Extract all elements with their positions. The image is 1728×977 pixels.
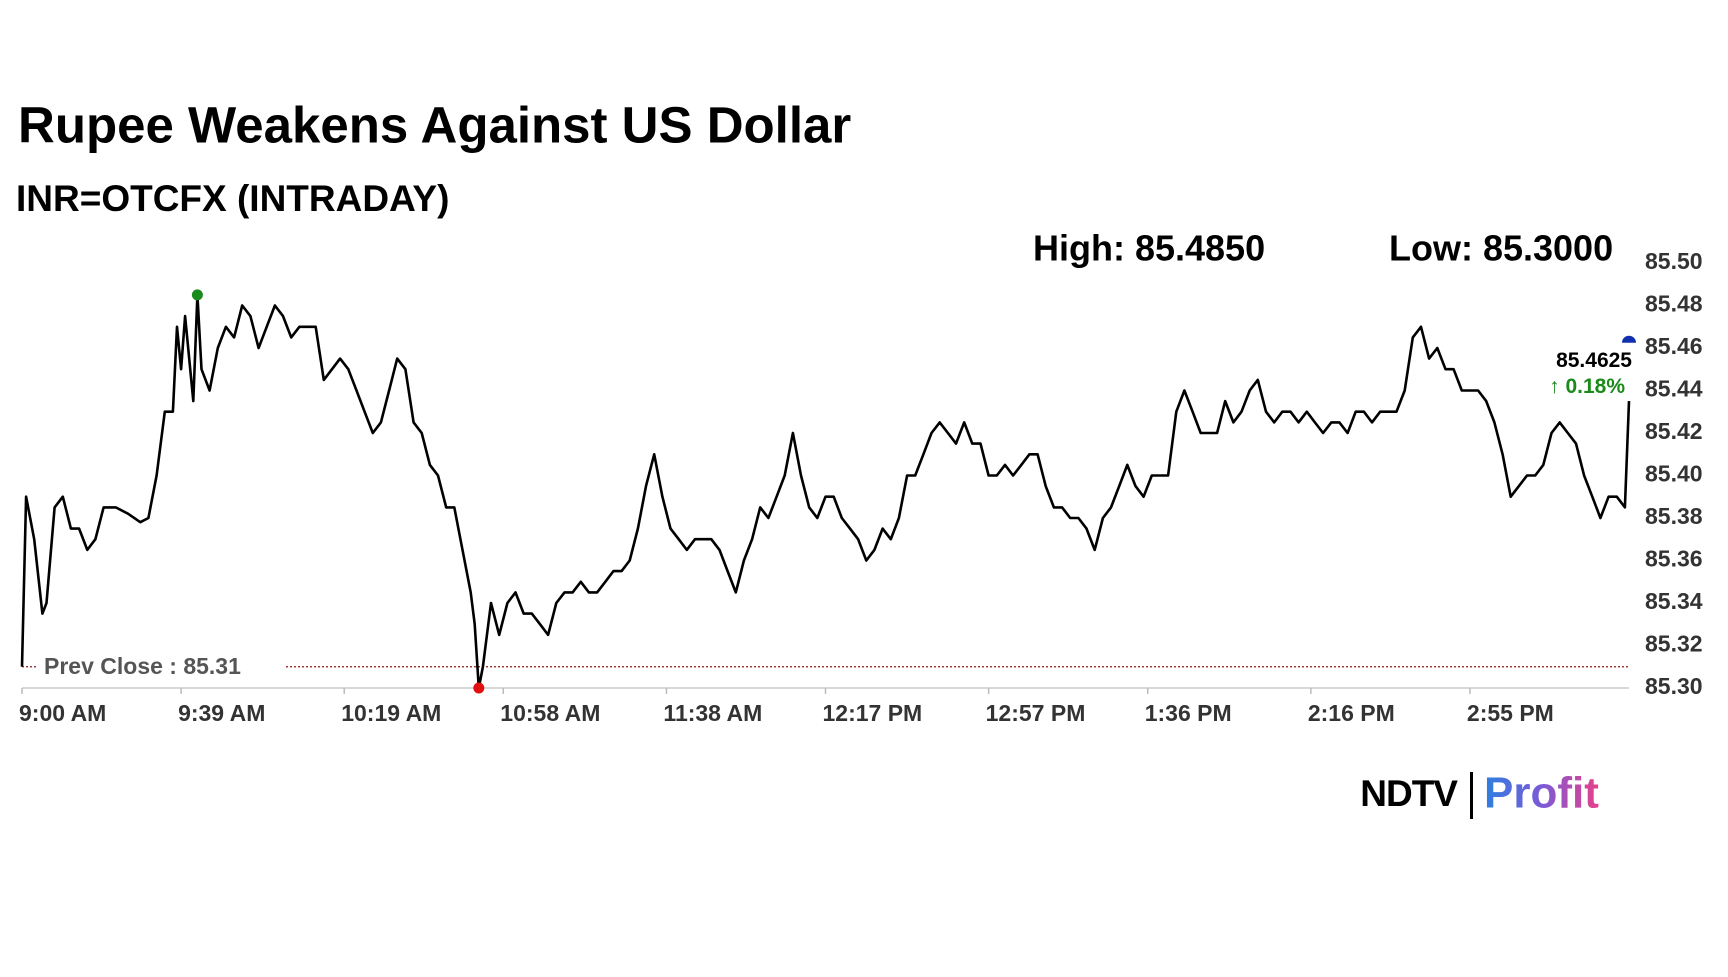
chart-title: Rupee Weakens Against US Dollar <box>18 96 851 153</box>
y-tick-label: 85.46 <box>1645 333 1703 359</box>
y-tick-label: 85.30 <box>1645 673 1703 699</box>
x-tick-label: 2:16 PM <box>1308 700 1395 726</box>
price-line <box>20 293 1631 690</box>
y-tick-label: 85.44 <box>1645 376 1703 402</box>
x-tick-label: 1:36 PM <box>1145 700 1232 726</box>
y-tick-label: 85.34 <box>1645 588 1703 614</box>
prev-close-bg <box>36 652 284 681</box>
y-tick-label: 85.50 <box>1645 248 1703 274</box>
logo-divider <box>1470 772 1473 819</box>
change-label: ↑ 0.18% <box>1549 375 1625 398</box>
y-tick-label: 85.38 <box>1645 503 1703 529</box>
logo-ndtv: NDTV <box>1360 773 1458 814</box>
y-tick-label: 85.40 <box>1645 461 1703 487</box>
high-marker <box>191 289 203 301</box>
x-tick-label: 9:00 AM <box>19 700 106 726</box>
y-tick-label: 85.32 <box>1645 631 1703 657</box>
high-label: High: 85.4850 <box>1033 228 1265 269</box>
x-tick-label: 12:57 PM <box>986 700 1086 726</box>
x-tick-label: 11:38 AM <box>663 700 762 726</box>
low-marker <box>473 682 485 694</box>
x-tick-label: 10:58 AM <box>500 700 600 726</box>
y-tick-label: 85.36 <box>1645 546 1703 572</box>
low-label: Low: 85.3000 <box>1389 228 1613 269</box>
x-tick-label: 9:39 AM <box>178 700 265 726</box>
logo-profit: Profit <box>1484 769 1599 818</box>
last-label: 85.4625 <box>1556 349 1632 372</box>
y-tick-label: 85.42 <box>1645 418 1703 444</box>
chart-subtitle: INR=OTCFX (INTRADAY) <box>16 178 449 219</box>
last-marker <box>1622 335 1636 343</box>
x-tick-label: 12:17 PM <box>823 700 923 726</box>
x-tick-label: 10:19 AM <box>341 700 441 726</box>
x-tick-label: 2:55 PM <box>1467 700 1554 726</box>
y-tick-label: 85.48 <box>1645 291 1703 317</box>
prev-close-label: Prev Close : 85.31 <box>44 653 241 679</box>
